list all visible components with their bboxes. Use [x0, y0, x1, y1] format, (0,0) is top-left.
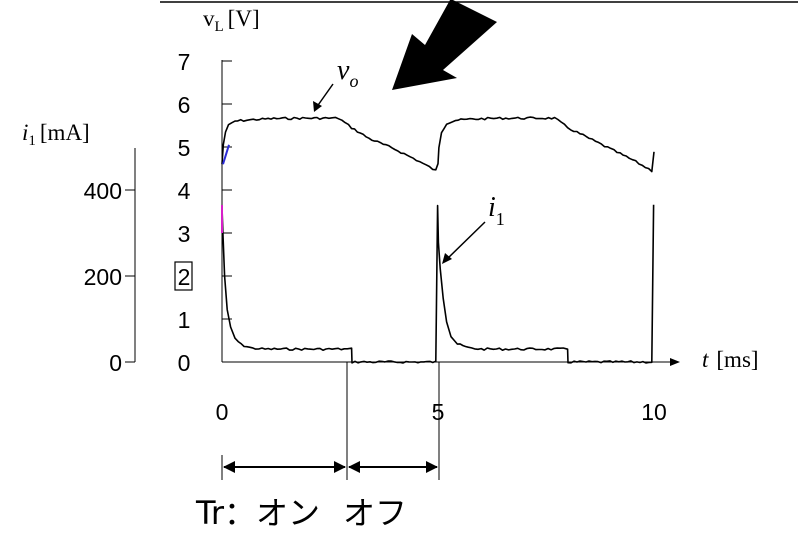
- vo-arrowhead-icon: [313, 101, 322, 112]
- right-axis-tick-label: 4: [178, 178, 191, 204]
- on-right-arrowhead-icon: [334, 461, 346, 473]
- on-left-arrowhead-icon: [223, 461, 235, 473]
- left-axis-tick-label: 0: [109, 350, 122, 376]
- i1-annotation-label: i1: [488, 192, 505, 229]
- x-axis-arrow-icon: [670, 358, 680, 366]
- left-axis-label: i1 [mA]: [22, 120, 90, 149]
- timing-on-label: Tr：オン: [195, 494, 320, 532]
- series-i1-line: [221, 204, 655, 364]
- right-axis-tick-label: 0: [178, 350, 191, 376]
- right-axis-tick-label: 5: [178, 135, 191, 161]
- right-axis-tick-label: 7: [178, 49, 191, 75]
- left-axis-tick-label: 400: [84, 178, 122, 204]
- right-axis-tick-label: 3: [178, 221, 191, 247]
- pointer-arrow-icon: [392, 0, 497, 90]
- boxed-tick-frame: [174, 261, 193, 291]
- right-axis-tick-label: 6: [178, 92, 191, 118]
- x-axis-label: t [ms]: [702, 347, 759, 372]
- i1-arrowhead-icon: [442, 253, 452, 264]
- vo-annotation-arrow: [315, 83, 334, 109]
- timing-off-label: オフ: [343, 494, 407, 532]
- i1-annotation-arrow: [445, 221, 486, 261]
- vo-start-trace: [222, 144, 230, 165]
- right-axis-label: vL [V]: [203, 6, 260, 35]
- x-axis-tick-label: 5: [432, 399, 445, 425]
- series-vo-line: [221, 116, 655, 173]
- right-axis-tick-label: 1: [178, 307, 191, 333]
- right-axis-tick-label: 2: [178, 264, 191, 290]
- x-axis-tick-label: 10: [641, 399, 667, 425]
- left-axis-tick-label: 200: [84, 264, 122, 290]
- x-axis-tick-label: 0: [216, 399, 229, 425]
- vo-annotation-label: vo: [337, 55, 358, 91]
- off-right-arrowhead-icon: [426, 461, 438, 473]
- off-left-arrowhead-icon: [348, 461, 360, 473]
